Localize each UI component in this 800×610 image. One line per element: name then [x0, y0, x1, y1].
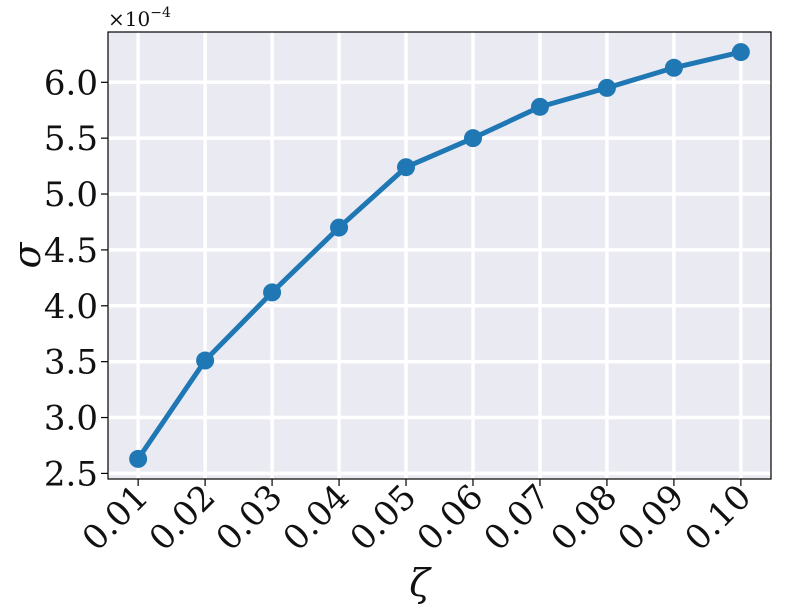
- x-tick-label: 0.03: [209, 477, 291, 559]
- data-point: [196, 351, 215, 370]
- x-axis-ticks: 0.010.020.030.040.050.060.070.080.090.10: [75, 477, 760, 559]
- y-tick-label: 5.5: [44, 119, 98, 159]
- series-line: [136, 49, 742, 461]
- data-point: [397, 158, 416, 177]
- y-axis-multiplier-exponent: −4: [150, 5, 171, 21]
- y-axis-ticks: 2.5 3.0 3.5 4.0 4.5 5.0 5.5 6.0: [44, 63, 108, 494]
- y-tick-label: 4.0: [44, 287, 98, 327]
- data-point: [330, 218, 349, 237]
- data-point: [597, 78, 616, 97]
- x-tick-label: 0.02: [142, 477, 224, 559]
- plot-area: [108, 32, 771, 479]
- x-tick-label: 0.07: [477, 477, 559, 559]
- y-axis-label: σ: [5, 241, 49, 268]
- data-point: [463, 129, 482, 148]
- data-point: [664, 58, 683, 77]
- y-axis-multiplier: ×10−4: [108, 5, 171, 31]
- y-tick-label: 3.5: [44, 343, 98, 383]
- x-tick-label: 0.10: [677, 477, 759, 559]
- y-tick-label: 6.0: [44, 63, 98, 103]
- grid: [108, 32, 771, 479]
- series-layer: [129, 43, 750, 468]
- x-axis-label: ζ: [409, 561, 432, 605]
- y-tick-label: 5.0: [44, 175, 98, 215]
- x-tick-label: 0.05: [343, 477, 425, 559]
- x-tick-label: 0.09: [610, 477, 692, 559]
- plot-frame: [107, 31, 772, 480]
- data-point: [530, 97, 549, 116]
- data-point: [129, 449, 148, 468]
- x-tick-label: 0.06: [410, 477, 492, 559]
- data-point: [263, 283, 282, 302]
- y-tick-label: 4.5: [44, 231, 98, 271]
- y-tick-label: 2.5: [44, 454, 98, 494]
- x-tick-label: 0.04: [276, 477, 358, 559]
- y-tick-label: 3.0: [44, 399, 98, 439]
- data-point: [731, 43, 750, 62]
- y-axis-multiplier-base: ×10: [108, 7, 150, 31]
- x-tick-label: 0.08: [543, 477, 625, 559]
